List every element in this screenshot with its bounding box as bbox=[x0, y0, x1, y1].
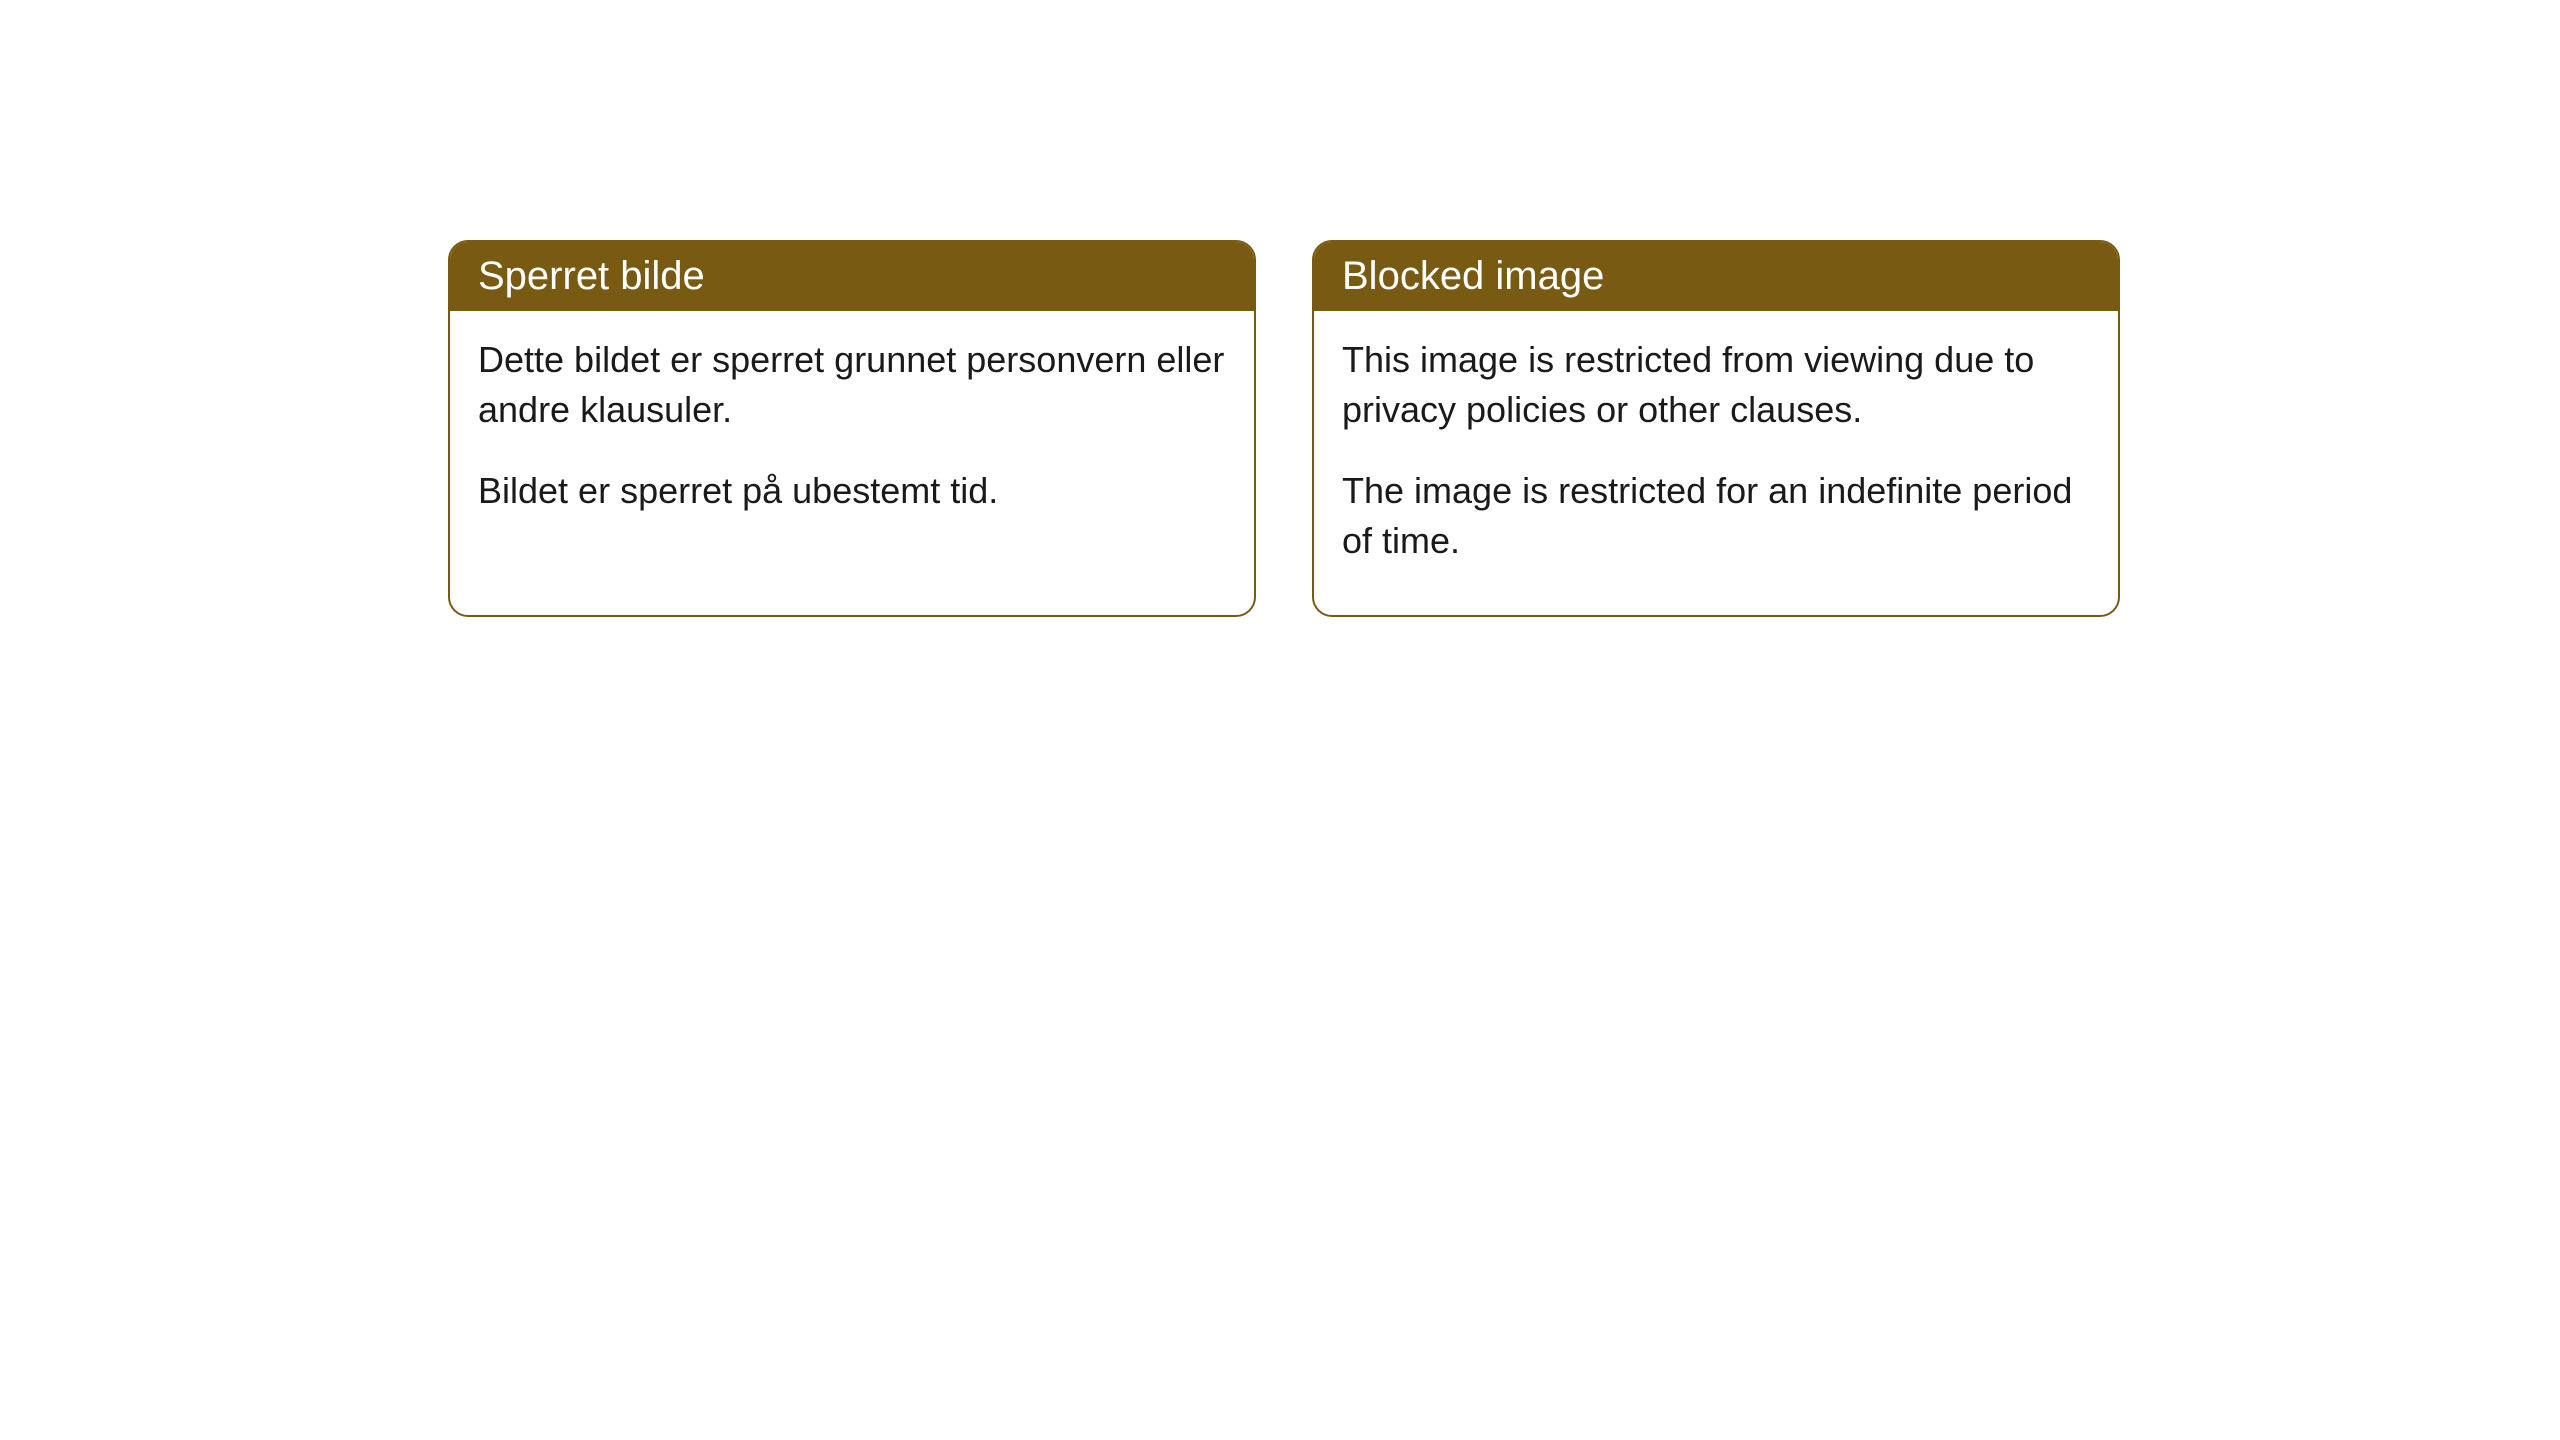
notice-card-norwegian: Sperret bilde Dette bildet er sperret gr… bbox=[448, 240, 1256, 617]
notice-card-english: Blocked image This image is restricted f… bbox=[1312, 240, 2120, 617]
notice-text-1: This image is restricted from viewing du… bbox=[1342, 335, 2090, 436]
card-body-norwegian: Dette bildet er sperret grunnet personve… bbox=[450, 311, 1254, 564]
card-body-english: This image is restricted from viewing du… bbox=[1314, 311, 2118, 615]
card-header-norwegian: Sperret bilde bbox=[450, 242, 1254, 311]
notice-cards-container: Sperret bilde Dette bildet er sperret gr… bbox=[448, 240, 2120, 617]
notice-text-1: Dette bildet er sperret grunnet personve… bbox=[478, 335, 1226, 436]
notice-text-2: Bildet er sperret på ubestemt tid. bbox=[478, 466, 1226, 516]
notice-text-2: The image is restricted for an indefinit… bbox=[1342, 466, 2090, 567]
card-title: Blocked image bbox=[1342, 254, 1604, 298]
card-title: Sperret bilde bbox=[478, 254, 705, 298]
card-header-english: Blocked image bbox=[1314, 242, 2118, 311]
